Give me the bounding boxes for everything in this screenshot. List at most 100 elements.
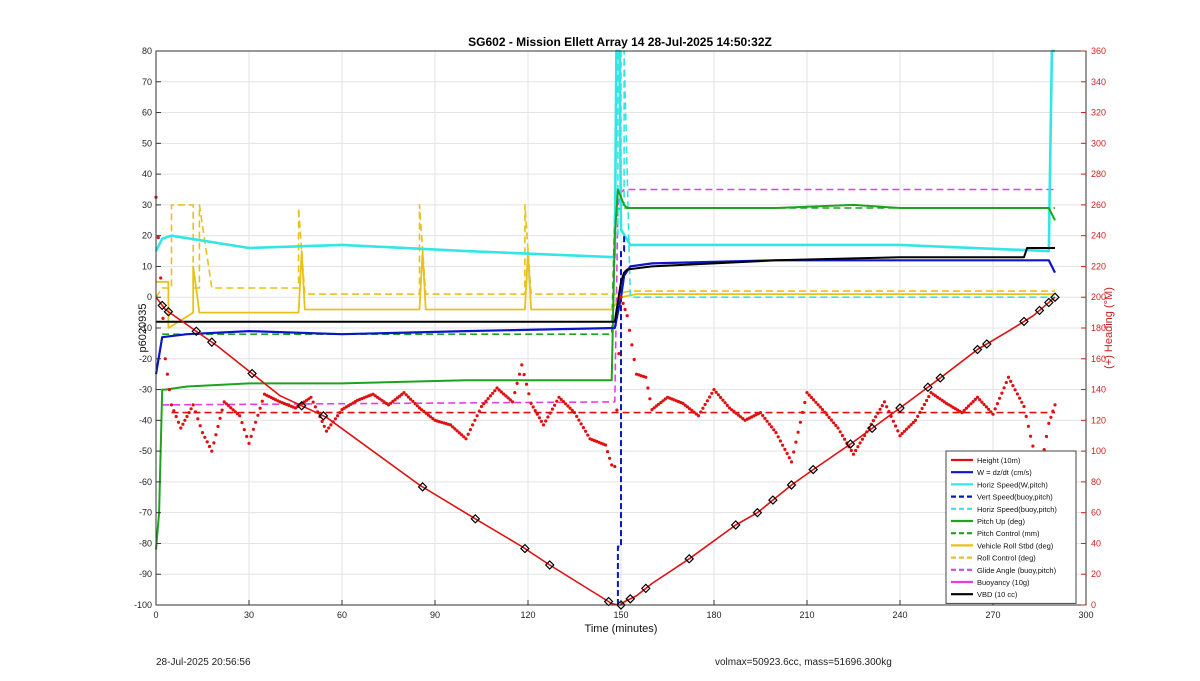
heading-point	[816, 403, 820, 407]
heading-point	[699, 410, 703, 414]
heading-point	[251, 427, 255, 431]
heading-point	[429, 415, 433, 419]
heading-point	[778, 439, 783, 443]
height-marker	[752, 507, 763, 518]
y2-tick-label: 340	[1091, 77, 1106, 87]
y-tick-label: 30	[142, 200, 152, 210]
height-marker	[318, 410, 329, 421]
y2-tick-label: 260	[1091, 200, 1106, 210]
heading-point	[448, 423, 453, 427]
heading-point	[858, 441, 862, 445]
legend-label: Horiz Speed(W,pitch)	[977, 480, 1048, 489]
heading-point	[524, 382, 529, 386]
heading-point	[967, 404, 971, 408]
heading-point	[898, 434, 902, 438]
height-marker	[470, 513, 481, 524]
heading-point	[181, 422, 185, 426]
heading-point	[398, 394, 402, 398]
heading-point	[834, 423, 838, 427]
heading-point	[553, 403, 557, 407]
heading-point	[189, 407, 193, 411]
heading-point	[327, 426, 331, 430]
y-tick-label: -30	[139, 385, 152, 395]
height-marker	[640, 583, 651, 594]
heading-point	[541, 423, 546, 427]
heading-point	[650, 408, 654, 412]
heading-point	[940, 398, 944, 402]
heading-point	[964, 406, 969, 410]
heading-point	[829, 418, 834, 422]
heading-point	[1000, 391, 1004, 395]
heading-point	[455, 429, 459, 433]
heading-point	[630, 343, 634, 347]
x-tick-label: 270	[985, 610, 1000, 620]
y2-tick-label: 320	[1091, 108, 1106, 118]
heading-point	[242, 428, 246, 432]
heading-point	[504, 394, 508, 398]
heading-point	[156, 236, 160, 240]
heading-point	[758, 411, 763, 415]
heading-point	[714, 390, 718, 394]
heading-point	[885, 405, 889, 409]
heading-point	[820, 408, 825, 412]
heading-point	[969, 402, 973, 406]
y-tick-label: -40	[139, 415, 152, 425]
heading-point	[838, 430, 842, 434]
height-marker	[845, 439, 856, 449]
heading-point	[617, 352, 621, 356]
heading-point	[801, 410, 805, 414]
y2-tick-label: 180	[1091, 323, 1106, 333]
heading-point	[608, 456, 612, 460]
heading-point	[336, 414, 340, 418]
footer-timestamp: 28-Jul-2025 20:56:56	[156, 657, 251, 668]
heading-point	[902, 429, 907, 433]
heading-point	[823, 410, 827, 414]
heading-point	[159, 276, 163, 280]
heading-point	[734, 411, 738, 415]
heading-point	[727, 406, 732, 410]
heading-point	[772, 428, 776, 432]
heading-point	[1029, 434, 1033, 438]
heading-point	[736, 413, 741, 417]
heading-point	[491, 391, 495, 395]
heading-point	[477, 409, 481, 413]
y2-tick-label: 300	[1091, 138, 1106, 148]
y2-tick-label: 140	[1091, 385, 1106, 395]
heading-point	[659, 400, 663, 405]
heading-point	[827, 415, 831, 420]
legend-box	[945, 450, 1077, 604]
series-pitch-control	[162, 207, 1055, 336]
heading-point	[889, 414, 893, 418]
heading-point	[200, 431, 205, 435]
heading-point	[417, 406, 422, 410]
heading-point	[224, 402, 228, 406]
series-height	[155, 296, 1056, 606]
heading-point	[479, 404, 484, 409]
heading-point	[803, 400, 807, 405]
heading-point	[462, 435, 466, 439]
heading-point	[471, 423, 475, 427]
y2-tick-label: 360	[1091, 46, 1106, 56]
x-tick-label: 90	[430, 610, 440, 620]
heading-point	[995, 402, 1000, 406]
heading-point	[210, 449, 214, 453]
heading-point	[900, 431, 904, 436]
heading-point	[533, 409, 537, 413]
heading-point	[918, 410, 922, 414]
height-marker	[163, 306, 174, 317]
legend-label: Vehicle Roll Stbd (deg)	[977, 541, 1054, 550]
heading-point	[564, 402, 568, 406]
heading-point	[710, 391, 714, 395]
y-axis-label: p6020935	[137, 304, 149, 353]
heading-point	[1020, 400, 1024, 404]
heading-point	[431, 417, 435, 421]
height-marker	[296, 400, 307, 411]
series-vehicle-roll	[156, 250, 1055, 329]
chart-title: SG602 - Mission Ellett Array 14 28-Jul-2…	[468, 35, 772, 49]
heading-point	[644, 375, 648, 379]
heading-point	[812, 398, 816, 402]
heading-point	[415, 404, 419, 408]
heading-point	[411, 399, 415, 403]
heading-point	[874, 415, 878, 419]
